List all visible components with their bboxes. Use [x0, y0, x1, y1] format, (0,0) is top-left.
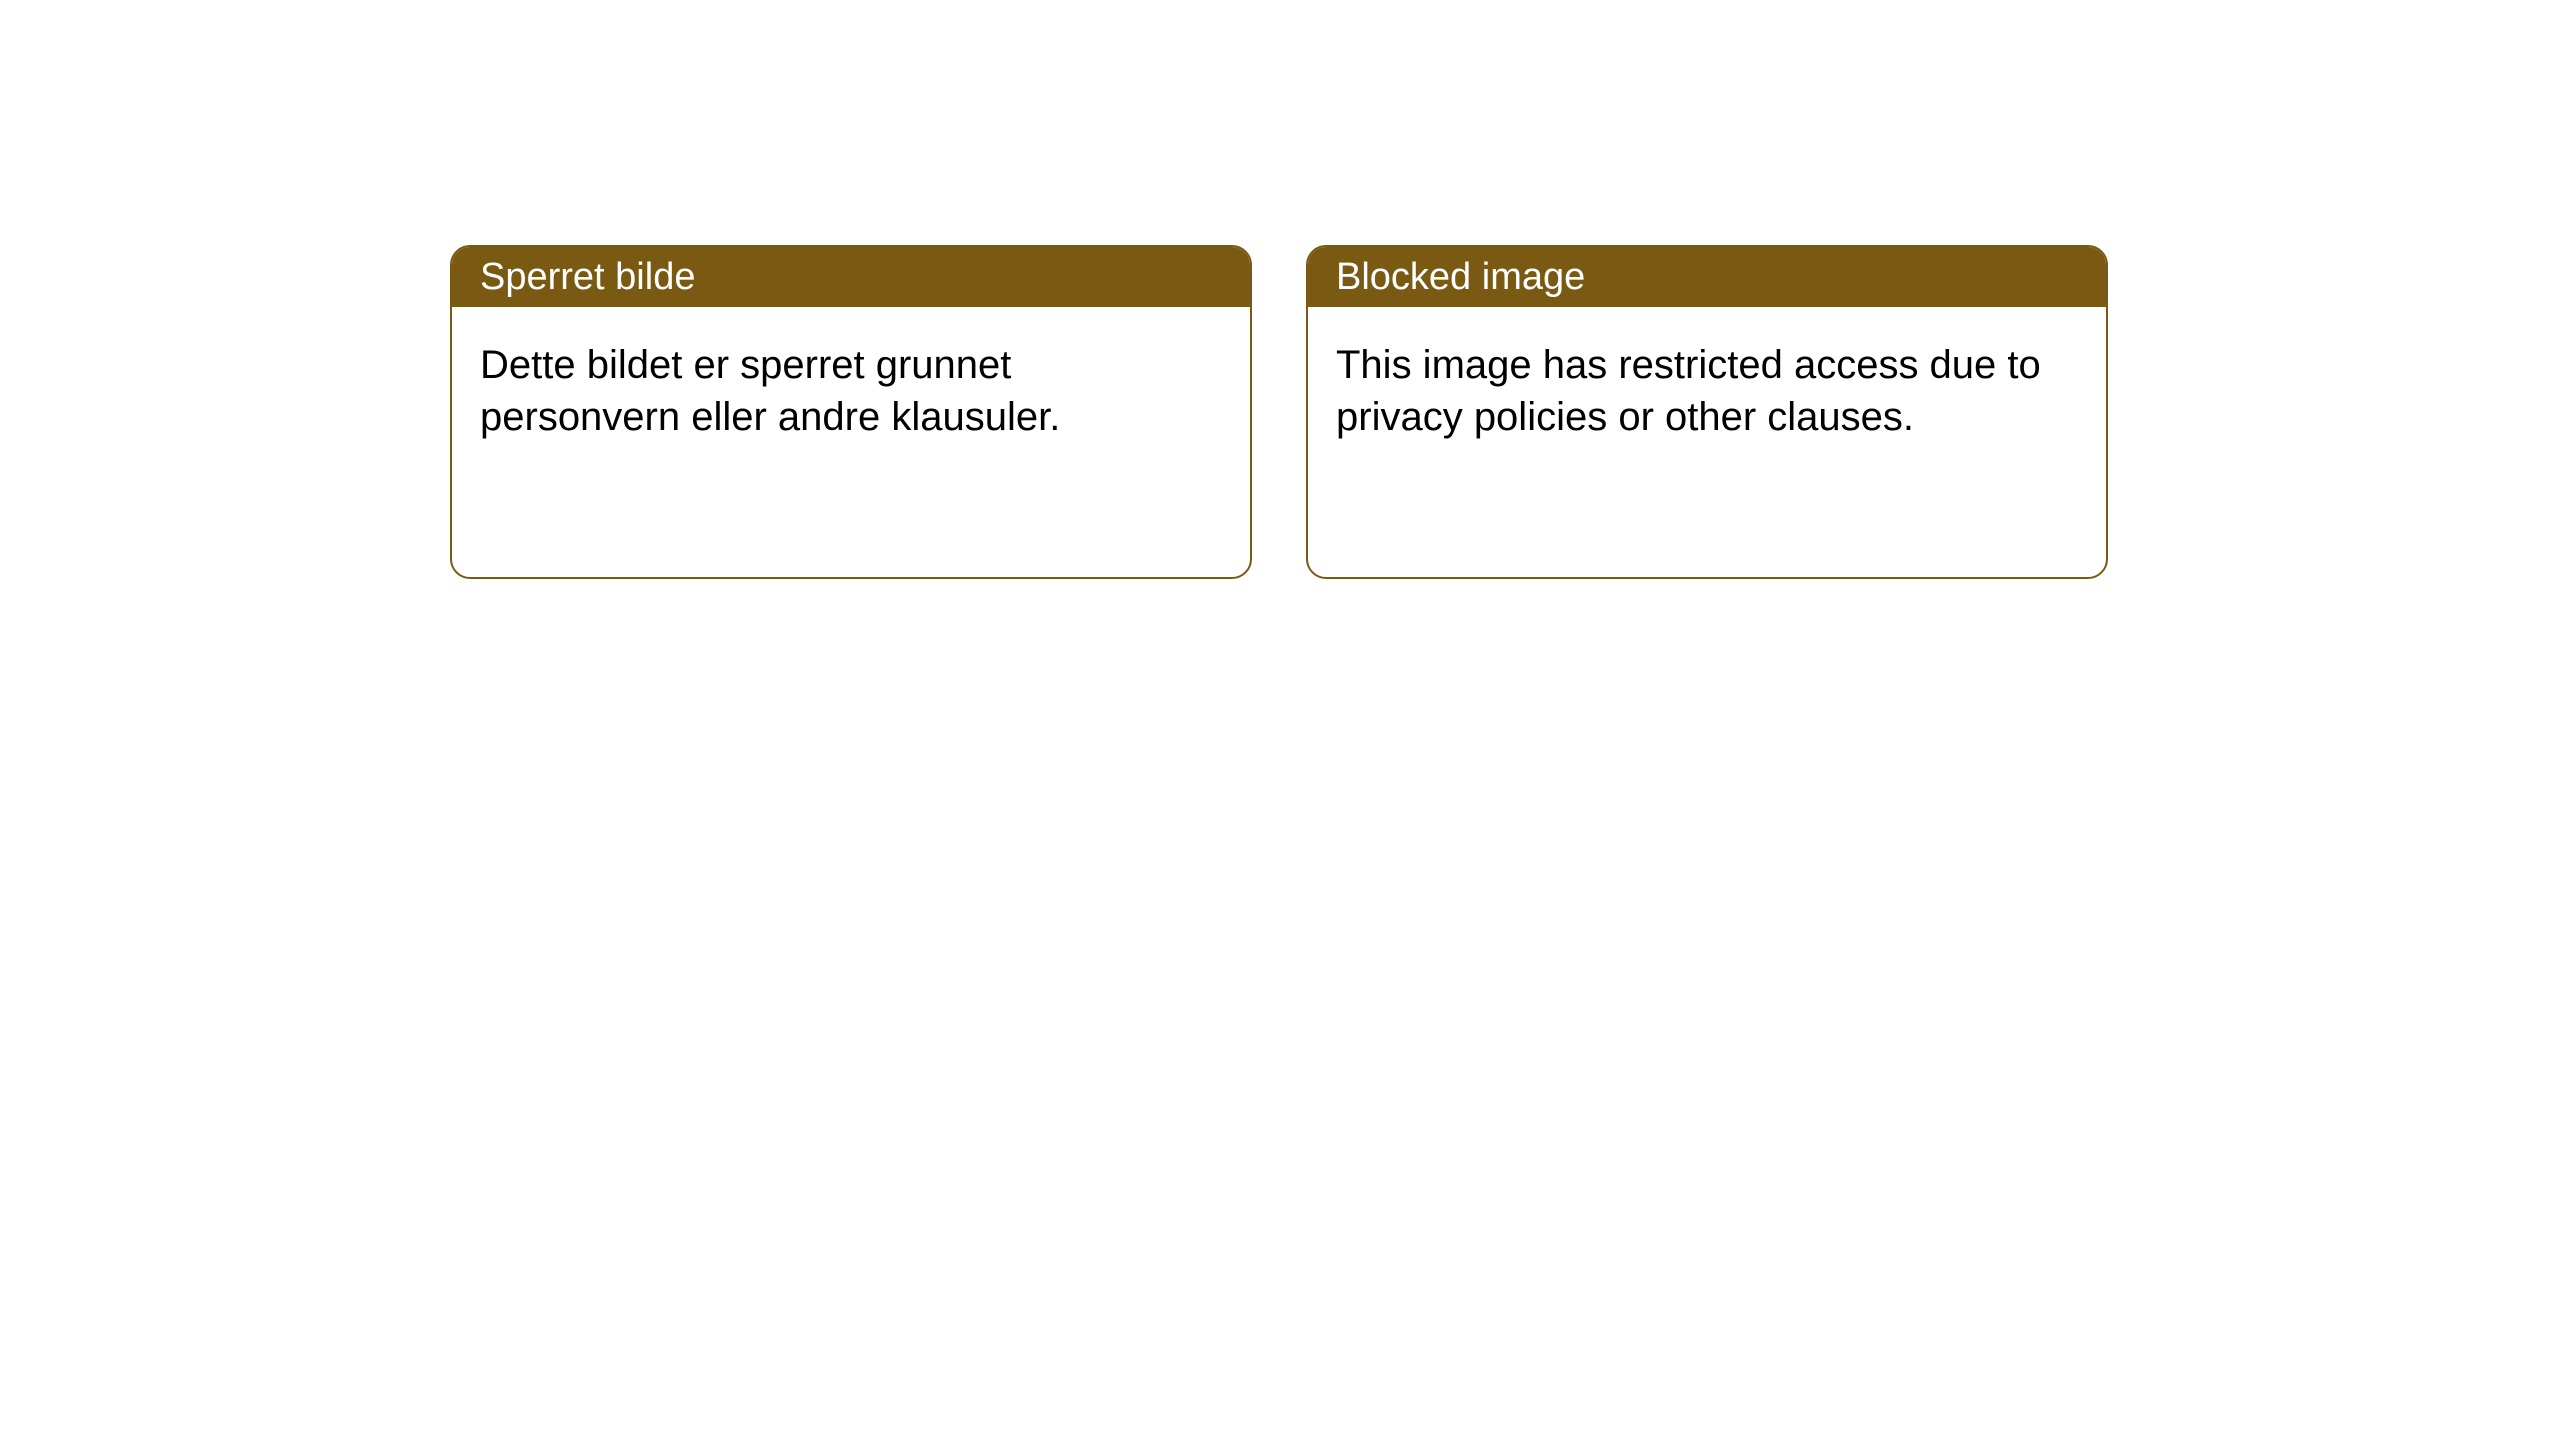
card-header: Blocked image: [1308, 247, 2106, 307]
card-body: This image has restricted access due to …: [1308, 307, 2106, 475]
card-header: Sperret bilde: [452, 247, 1250, 307]
card-title: Blocked image: [1336, 256, 1585, 299]
blocked-image-cards-container: Sperret bilde Dette bildet er sperret gr…: [450, 245, 2108, 579]
card-title: Sperret bilde: [480, 256, 695, 299]
card-body-text: This image has restricted access due to …: [1336, 343, 2041, 439]
card-body-text: Dette bildet er sperret grunnet personve…: [480, 343, 1060, 439]
blocked-image-card-norwegian: Sperret bilde Dette bildet er sperret gr…: [450, 245, 1252, 579]
card-body: Dette bildet er sperret grunnet personve…: [452, 307, 1250, 475]
blocked-image-card-english: Blocked image This image has restricted …: [1306, 245, 2108, 579]
